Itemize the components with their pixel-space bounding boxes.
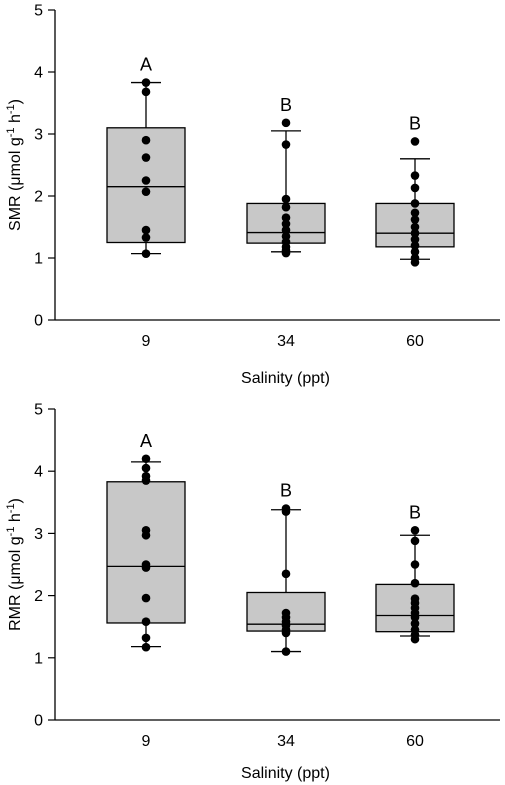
data-point (410, 208, 420, 218)
significance-letter: B (280, 95, 292, 115)
box-group-60: B (375, 502, 455, 644)
data-point (281, 608, 291, 618)
data-point (141, 225, 151, 235)
data-point (141, 593, 151, 603)
data-point (141, 525, 151, 535)
data-point (410, 253, 420, 263)
significance-letter: A (140, 55, 152, 75)
data-point (141, 135, 151, 145)
data-point (141, 463, 151, 473)
y-axis-title-part: -1 (5, 503, 17, 513)
data-point (281, 219, 291, 229)
y-tick-label: 1 (34, 650, 43, 667)
x-tick-label: 9 (142, 733, 151, 750)
y-tick-label: 5 (34, 3, 43, 20)
data-point (141, 187, 151, 196)
data-point (281, 569, 291, 579)
significance-letter: B (409, 113, 421, 133)
data-point (281, 213, 291, 222)
data-point (281, 202, 291, 212)
data-point (141, 78, 151, 87)
significance-letter: B (409, 502, 421, 522)
data-point (281, 647, 291, 656)
data-point (281, 194, 291, 204)
data-point (281, 140, 291, 149)
data-point (410, 222, 420, 232)
box-group-60: B (375, 113, 455, 267)
data-point (141, 633, 151, 643)
data-point (410, 235, 420, 244)
x-tick-label: 34 (277, 333, 295, 350)
y-tick-label: 0 (34, 713, 43, 730)
data-point (410, 247, 420, 257)
box-group-34: B (246, 481, 326, 656)
y-tick-label: 5 (34, 402, 43, 419)
data-point (141, 87, 151, 97)
y-tick-label: 0 (34, 313, 43, 330)
data-point (281, 232, 291, 241)
y-axis-title-part: -1 (5, 527, 17, 537)
data-point (141, 233, 151, 242)
iqr-box (106, 127, 186, 244)
data-point (141, 454, 151, 464)
data-point (410, 241, 420, 250)
data-point (410, 560, 420, 569)
box-group-9: A (106, 431, 186, 652)
data-point (410, 171, 420, 180)
data-point (410, 525, 420, 535)
y-tick-label: 1 (34, 251, 43, 268)
data-point (281, 118, 291, 128)
y-axis-title-part: μmol g (7, 137, 24, 185)
y-axis-title-part: ) (7, 498, 24, 503)
data-point (281, 225, 291, 235)
y-tick-label: 4 (34, 65, 43, 82)
y-tick-label: 2 (34, 189, 43, 206)
x-tick-label: 9 (142, 333, 151, 350)
y-axis-title-part: h (7, 114, 24, 127)
y-tick-label: 2 (34, 588, 43, 605)
data-point (281, 504, 291, 513)
y-tick-label: 4 (34, 464, 43, 481)
data-point (141, 560, 151, 569)
data-point (410, 594, 420, 604)
y-tick-label: 3 (34, 127, 43, 144)
data-point (141, 153, 151, 162)
box-group-34: B (246, 95, 326, 258)
data-point (410, 619, 420, 628)
y-axis-title-part: SMR ( (7, 185, 24, 231)
data-point (410, 578, 420, 588)
data-point (410, 199, 420, 208)
y-axis-title: RMR (μmol g-1 h-1) (5, 498, 24, 631)
y-axis-title: SMR (μmol g-1 h-1) (5, 99, 24, 231)
y-axis-title-part: h (7, 513, 24, 526)
data-point (141, 471, 151, 481)
x-axis-title: Salinity (ppt) (241, 765, 330, 782)
data-point (141, 176, 151, 185)
significance-letter: A (140, 431, 152, 451)
y-axis-title-part: RMR ( (7, 584, 24, 631)
data-point (410, 137, 420, 146)
data-point (141, 249, 151, 258)
data-point (410, 625, 420, 635)
y-axis-title-part: -1 (5, 128, 17, 138)
data-point (141, 642, 151, 652)
x-axis-title: Salinity (ppt) (241, 370, 330, 387)
x-tick-label: 60 (406, 333, 424, 350)
data-point (410, 215, 420, 224)
data-point (410, 183, 420, 193)
data-point (410, 228, 420, 238)
y-tick-label: 3 (34, 526, 43, 543)
y-axis-title-part: -1 (5, 104, 17, 114)
significance-letter: B (280, 481, 292, 501)
data-point (141, 617, 151, 627)
data-point (410, 536, 420, 546)
x-tick-label: 34 (277, 733, 295, 750)
x-tick-label: 60 (406, 733, 424, 750)
y-axis-title-part: μmol g (7, 536, 24, 584)
y-axis-title-part: ) (7, 99, 24, 104)
box-group-9: A (106, 55, 186, 258)
